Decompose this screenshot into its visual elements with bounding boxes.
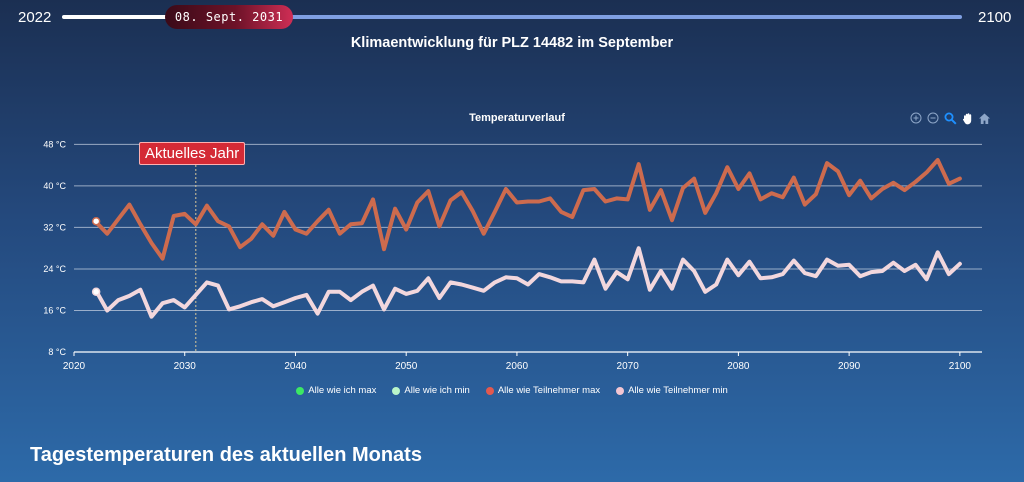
- legend-item-ich-min[interactable]: Alle wie ich min: [392, 385, 470, 396]
- section-title: Tagestemperaturen des aktuellen Monats: [30, 444, 422, 466]
- legend-dot: [616, 386, 625, 395]
- x-tick-label: 2060: [506, 361, 529, 372]
- series-point-ich-max: [91, 216, 101, 226]
- legend-dot: [392, 386, 401, 395]
- slider-thumb-date[interactable]: 08. Sept. 2031: [165, 5, 293, 29]
- y-tick-label: 24 °C: [43, 264, 66, 274]
- legend-item-teilnehmer-max[interactable]: Alle wie Teilnehmer max: [485, 385, 601, 396]
- chart-legend: Alle wie ich max Alle wie ich min Alle w…: [0, 385, 1024, 396]
- y-tick-label: 8 °C: [48, 347, 66, 357]
- x-tick-label: 2050: [395, 361, 418, 372]
- zoom-out-icon[interactable]: [926, 111, 940, 125]
- x-tick-label: 2040: [284, 361, 307, 372]
- y-tick-label: 32 °C: [43, 222, 66, 232]
- magnifier-icon[interactable]: [943, 111, 957, 125]
- legend-item-teilnehmer-min[interactable]: Alle wie Teilnehmer min: [616, 385, 728, 396]
- legend-label: Alle wie Teilnehmer min: [628, 385, 728, 396]
- x-tick-label: 2030: [174, 361, 197, 372]
- slider-end-year: 2100: [978, 9, 1012, 26]
- home-icon[interactable]: [977, 111, 991, 125]
- current-year-annotation: Aktuelles Jahr: [139, 142, 246, 165]
- series-line-teilnehmer-min: [94, 246, 962, 319]
- x-tick-label: 2090: [838, 361, 861, 372]
- chart-title: Temperaturverlauf: [469, 112, 565, 124]
- x-tick-label: 2080: [727, 361, 750, 372]
- grid-lines: [74, 143, 982, 311]
- series-line-teilnehmer-max: [94, 158, 962, 261]
- series-point-ich-min: [91, 287, 101, 297]
- x-tick-label: 2020: [63, 361, 86, 372]
- year-slider[interactable]: 2022 08. Sept. 2031 2100: [0, 0, 1024, 34]
- axes: 8 °C 16 °C 24 °C 32 °C 40 °C 48 °C 2020 2030 204…: [43, 139, 982, 372]
- y-tick-label: 40 °C: [43, 181, 66, 191]
- pan-hand-icon[interactable]: [960, 111, 974, 125]
- legend-label: Alle wie ich max: [308, 385, 377, 396]
- slider-start-year: 2022: [18, 9, 52, 26]
- legend-dot: [296, 386, 305, 395]
- x-tick-label: 2100: [949, 361, 972, 372]
- zoom-in-icon[interactable]: [909, 111, 923, 125]
- temperature-chart: 8 °C 16 °C 24 °C 32 °C 40 °C 48 °C 2020 2030 204…: [43, 139, 982, 372]
- chart-toolbar: [909, 111, 991, 125]
- y-tick-label: 16 °C: [43, 305, 66, 315]
- y-tick-label: 48 °C: [43, 139, 66, 149]
- slider-track-filled[interactable]: [62, 15, 212, 19]
- legend-dot: [485, 386, 494, 395]
- legend-item-ich-max[interactable]: Alle wie ich max: [296, 385, 376, 396]
- page-title: Klimaentwicklung für PLZ 14482 im Septem…: [350, 35, 674, 51]
- legend-label: Alle wie Teilnehmer max: [497, 385, 601, 396]
- x-tick-label: 2070: [617, 361, 640, 372]
- slider-track[interactable]: [212, 15, 962, 19]
- series-lines: [91, 158, 962, 319]
- legend-label: Alle wie ich min: [404, 385, 470, 396]
